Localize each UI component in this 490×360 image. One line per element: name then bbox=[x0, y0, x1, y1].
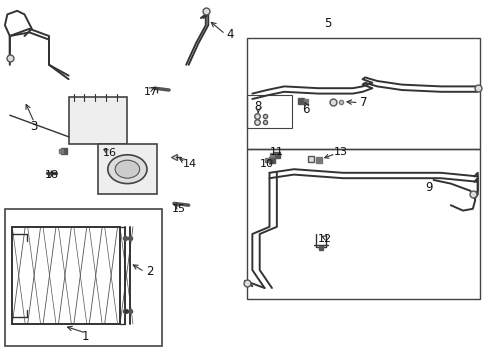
Text: 11: 11 bbox=[270, 147, 284, 157]
Text: 12: 12 bbox=[318, 234, 332, 244]
Text: 17: 17 bbox=[144, 87, 158, 97]
Text: 10: 10 bbox=[260, 159, 274, 169]
Text: 16: 16 bbox=[103, 148, 117, 158]
Text: 2: 2 bbox=[146, 265, 153, 278]
Bar bbox=[247, 95, 292, 128]
Text: 1: 1 bbox=[82, 330, 90, 343]
Text: 8: 8 bbox=[254, 100, 262, 113]
Text: 6: 6 bbox=[302, 103, 310, 116]
Circle shape bbox=[108, 155, 147, 184]
Text: 18: 18 bbox=[45, 170, 58, 180]
Bar bbox=[247, 149, 480, 299]
Text: 15: 15 bbox=[172, 204, 186, 214]
Bar bbox=[69, 97, 127, 144]
Text: 9: 9 bbox=[425, 181, 433, 194]
Bar bbox=[98, 144, 157, 194]
Text: 3: 3 bbox=[30, 120, 38, 132]
Bar bbox=[247, 38, 480, 149]
Text: 4: 4 bbox=[226, 28, 234, 41]
Text: 13: 13 bbox=[334, 147, 347, 157]
Text: 14: 14 bbox=[183, 159, 197, 169]
Text: 5: 5 bbox=[324, 17, 332, 30]
Text: 7: 7 bbox=[360, 96, 368, 109]
Circle shape bbox=[115, 160, 140, 178]
Bar bbox=[5, 209, 162, 346]
